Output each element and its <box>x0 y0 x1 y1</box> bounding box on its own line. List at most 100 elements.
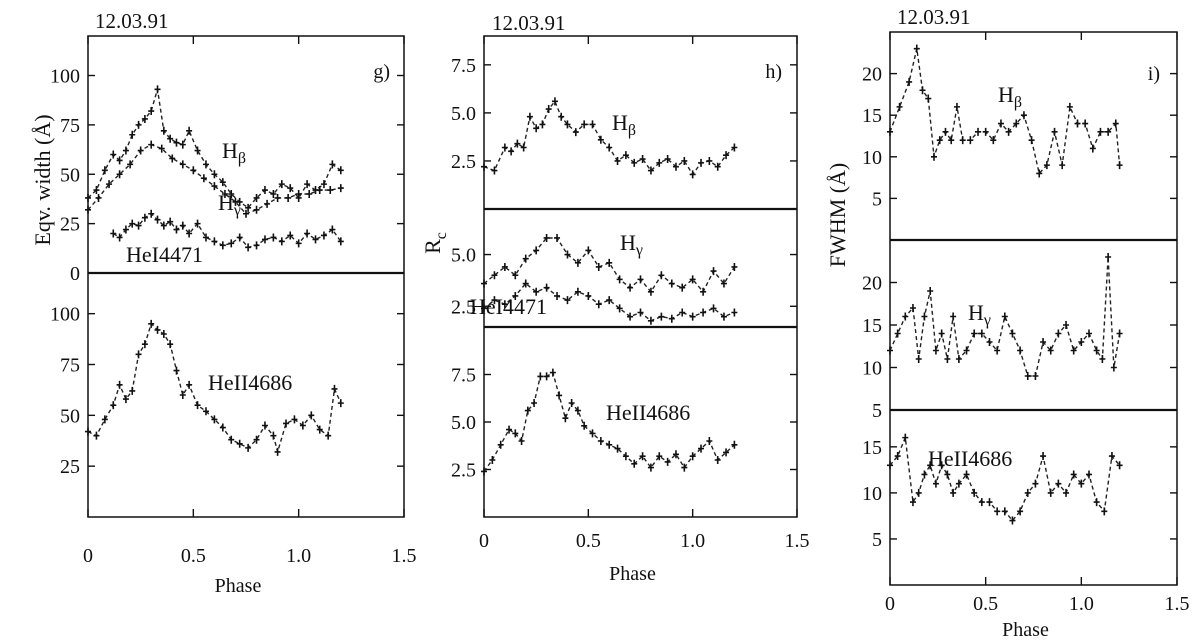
data-point <box>971 488 978 497</box>
data-point <box>219 178 226 187</box>
y-tick-label: 7.5 <box>451 365 476 387</box>
data-point <box>627 312 634 321</box>
data-point <box>190 166 197 175</box>
data-point <box>585 246 592 255</box>
data-point <box>554 233 561 242</box>
data-point <box>154 85 161 94</box>
data-point <box>720 279 727 288</box>
data-point <box>700 308 707 317</box>
data-point <box>160 126 167 135</box>
data-point <box>581 421 588 430</box>
data-point <box>887 461 893 470</box>
data-point <box>681 156 688 165</box>
y-axis-label: Rc <box>420 232 450 254</box>
data-point <box>245 243 252 252</box>
data-point <box>85 193 91 202</box>
data-point <box>253 205 260 214</box>
data-point <box>597 437 604 445</box>
data-point <box>731 143 738 152</box>
data-point <box>1089 144 1096 153</box>
data-point <box>1001 507 1008 516</box>
series-label: Hβ <box>612 110 636 139</box>
data-point <box>295 239 302 248</box>
data-point <box>219 423 226 432</box>
data-point <box>971 329 978 338</box>
data-point <box>938 329 945 338</box>
data-point <box>975 127 982 136</box>
data-point <box>93 431 100 440</box>
data-point <box>154 215 161 224</box>
data-point <box>211 182 218 191</box>
data-point <box>253 241 260 250</box>
data-point <box>978 498 985 507</box>
data-point <box>931 152 938 161</box>
panel-letter: h) <box>765 61 782 83</box>
data-point <box>261 235 268 244</box>
data-point <box>936 136 943 145</box>
data-point <box>1093 498 1100 507</box>
data-point <box>950 312 957 321</box>
data-point <box>110 150 117 159</box>
series-label-sub: β <box>628 122 636 139</box>
data-point <box>194 146 201 155</box>
data-point <box>491 271 498 280</box>
series-label: HeI4471 <box>470 294 547 319</box>
data-point <box>245 203 252 212</box>
data-point <box>524 406 531 415</box>
data-point <box>270 190 277 198</box>
data-point <box>1017 346 1024 355</box>
data-point <box>589 429 596 438</box>
data-point <box>1043 161 1050 170</box>
data-point <box>287 231 294 240</box>
series-label: Hβ <box>222 138 246 167</box>
series-label-sub: β <box>1014 94 1022 111</box>
data-point <box>243 209 249 218</box>
series-label: Hβ <box>998 82 1022 111</box>
y-tick-label: 75 <box>60 115 80 137</box>
data-point <box>1013 119 1020 128</box>
data-point <box>501 300 508 309</box>
data-point <box>253 193 260 202</box>
data-point <box>606 143 613 152</box>
y-tick-label: 75 <box>60 355 80 377</box>
data-point <box>581 120 588 129</box>
data-point <box>990 136 997 145</box>
data-point <box>1009 516 1016 525</box>
data-point <box>202 407 209 416</box>
data-point <box>101 166 108 175</box>
x-axis-label: Phase <box>609 563 656 585</box>
data-point <box>706 156 713 165</box>
y-tick-label: 5.0 <box>451 103 476 125</box>
data-point <box>938 461 945 470</box>
data-point <box>902 312 909 321</box>
data-point <box>533 246 540 255</box>
data-point <box>211 170 218 179</box>
plot-frame <box>483 35 798 518</box>
data-point <box>714 456 721 464</box>
data-point <box>1082 119 1089 128</box>
data-point <box>944 470 951 479</box>
data-point <box>304 229 311 238</box>
y-axis-label: FWHM (Å) <box>825 163 850 268</box>
data-point <box>672 450 679 459</box>
data-point <box>518 437 525 445</box>
data-point <box>664 155 671 164</box>
data-point <box>1070 346 1077 355</box>
data-point <box>545 105 552 114</box>
data-point <box>337 166 344 175</box>
panel-date: 12.03.91 <box>897 5 971 29</box>
data-point <box>647 316 654 325</box>
data-point <box>173 225 180 234</box>
data-point <box>135 120 142 129</box>
series-label: Hγ <box>968 300 991 329</box>
data-point <box>606 258 613 267</box>
data-point <box>337 184 344 193</box>
data-point <box>894 329 901 338</box>
data-point <box>116 170 123 179</box>
data-point <box>647 287 654 296</box>
data-point <box>312 235 319 244</box>
data-point <box>631 459 638 468</box>
data-point <box>491 166 498 175</box>
data-point <box>179 140 186 149</box>
y-tick-label: 50 <box>60 405 80 427</box>
